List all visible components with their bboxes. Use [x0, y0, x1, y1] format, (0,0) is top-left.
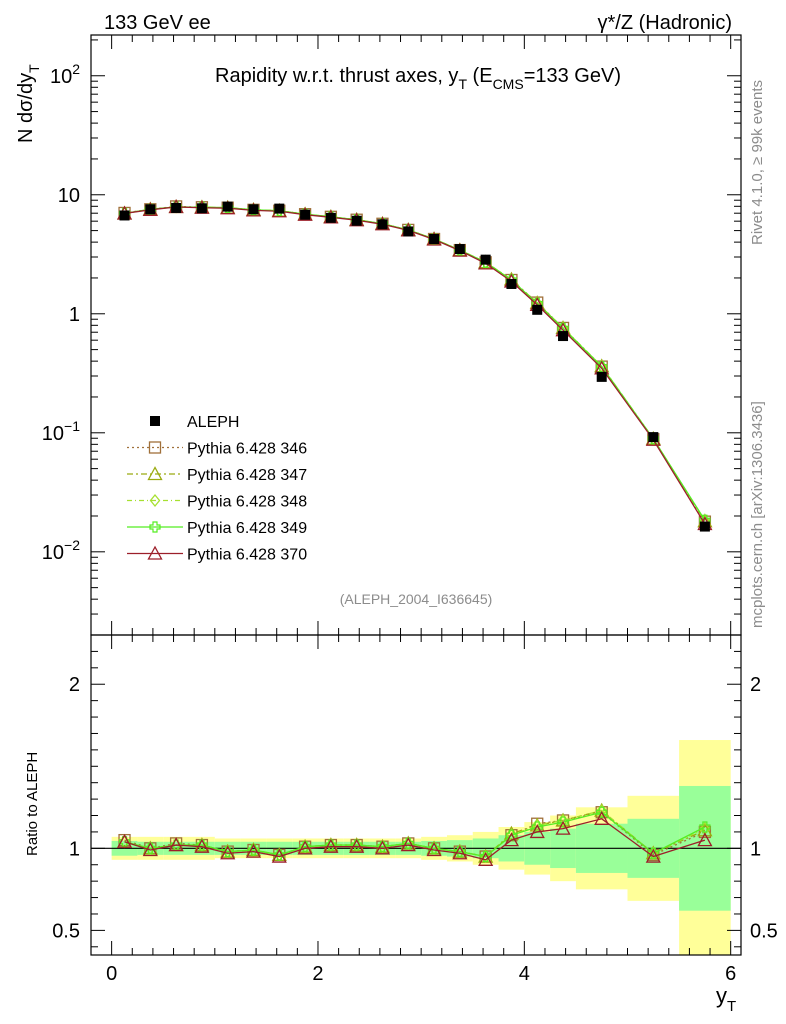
x-tick-label: 4 — [519, 963, 530, 985]
legend-marker — [147, 545, 163, 560]
series-point-ratio — [531, 818, 543, 832]
ratio-y-tick-label: 1 — [69, 838, 80, 860]
mcplots-label: mcplots.cern.ch [arXiv:1306.3436] — [749, 401, 766, 628]
data-point — [506, 278, 517, 289]
series-point-ratio — [220, 845, 236, 860]
legend-label: Pythia 6.428 370 — [187, 547, 307, 564]
series-point-ratio — [194, 838, 210, 853]
data-point — [648, 432, 659, 443]
series-point-ratio — [594, 810, 610, 825]
series-point-ratio — [697, 832, 713, 847]
series-point-ratio — [505, 829, 518, 841]
data-point — [119, 210, 130, 221]
x-axis-label: yT — [716, 983, 736, 1015]
main-plot-area — [91, 740, 741, 955]
legend-label: Pythia 6.428 349 — [187, 520, 307, 537]
series-point-ratio — [168, 837, 184, 852]
ratio-y-tick-label-right: 0.5 — [750, 920, 778, 942]
plot-title: Rapidity w.r.t. thrust axes, yT (ECMS=13… — [215, 65, 621, 92]
series-point-ratio — [647, 847, 659, 859]
series-point-ratio — [698, 825, 712, 839]
data-point — [699, 521, 710, 532]
y-tick-label: 102 — [50, 61, 80, 88]
series-point-ratio — [478, 851, 494, 866]
ratio-plot-frame — [90, 634, 742, 956]
series-point-ratio — [529, 824, 545, 839]
series-point-ratio — [480, 850, 492, 863]
series-point-ratio — [557, 813, 569, 827]
legend-marker-data — [150, 416, 160, 426]
series-point-ratio — [645, 848, 661, 863]
series-point-ratio — [245, 843, 262, 858]
data-point — [403, 226, 414, 237]
series-line-ratio — [124, 811, 706, 858]
series-point-ratio — [699, 821, 711, 833]
y-axis-label: N dσ/dyT — [15, 64, 42, 143]
series-line-ratio — [124, 818, 706, 861]
ratio-y-tick-label: 2 — [69, 674, 80, 696]
series-point-ratio — [116, 833, 133, 848]
analysis-id: (ALEPH_2004_I636645) — [340, 591, 493, 607]
legend-label: Pythia 6.428 346 — [187, 441, 307, 458]
legend-label: Pythia 6.428 347 — [187, 467, 307, 484]
legend-label: Pythia 6.428 348 — [187, 494, 307, 511]
legend-marker — [149, 521, 161, 533]
series-point-ratio — [426, 842, 442, 857]
legend-marker — [148, 441, 162, 454]
series-point-ratio — [271, 848, 287, 863]
y-tick-label: 10 — [58, 185, 80, 207]
legend-marker — [149, 493, 161, 508]
data-point — [532, 304, 543, 315]
data-point — [429, 233, 440, 244]
data-point — [480, 254, 491, 265]
data-point — [351, 215, 362, 226]
data-point — [196, 203, 207, 214]
data-point — [145, 204, 156, 215]
series-point-ratio — [142, 842, 158, 857]
ratio-y-tick-label-right: 2 — [750, 674, 761, 696]
legend: ALEPH Pythia 6.428 346 Pythia 6.428 347 Pyt… — [127, 414, 307, 564]
data-point — [171, 202, 182, 213]
data-point — [558, 331, 569, 342]
data-point — [454, 244, 465, 255]
y-tick-label: 10−2 — [42, 537, 80, 564]
data-point — [325, 212, 336, 223]
rivet-label: Rivet 4.1.0, ≥ 99k events — [749, 80, 766, 245]
series-point-ratio — [596, 804, 608, 818]
series-point-ratio — [555, 820, 571, 835]
data-point — [248, 204, 259, 215]
legend-label-data: ALEPH — [187, 414, 239, 431]
header-right: γ*/Z (Hadronic) — [598, 12, 732, 34]
ratio-y-tick-label-right: 1 — [750, 838, 761, 860]
series-point-ratio — [503, 832, 520, 847]
x-tick-label: 0 — [106, 963, 117, 985]
data-point — [377, 219, 388, 230]
legend-marker — [147, 466, 163, 481]
ratio-y-axis-label: Ratio to ALEPH — [24, 752, 41, 856]
ratio-y-tick-label: 0.5 — [52, 920, 80, 942]
series-point-ratio — [374, 840, 391, 855]
x-tick-label: 2 — [312, 963, 323, 985]
data-point — [274, 203, 285, 214]
data-point — [596, 371, 607, 382]
header-left: 133 GeV ee — [104, 12, 211, 34]
series-point-ratio — [400, 837, 416, 852]
y-tick-label: 10−1 — [42, 418, 80, 445]
y-tick-label: 1 — [69, 304, 80, 326]
x-tick-label: 6 — [725, 963, 736, 985]
data-point — [222, 201, 233, 212]
main-plot-frame — [90, 34, 742, 636]
series-point-ratio — [297, 840, 313, 855]
series-point-ratio — [452, 845, 468, 860]
series-point-ratio — [349, 838, 365, 853]
data-point — [300, 209, 311, 220]
series-point-ratio — [323, 838, 339, 853]
